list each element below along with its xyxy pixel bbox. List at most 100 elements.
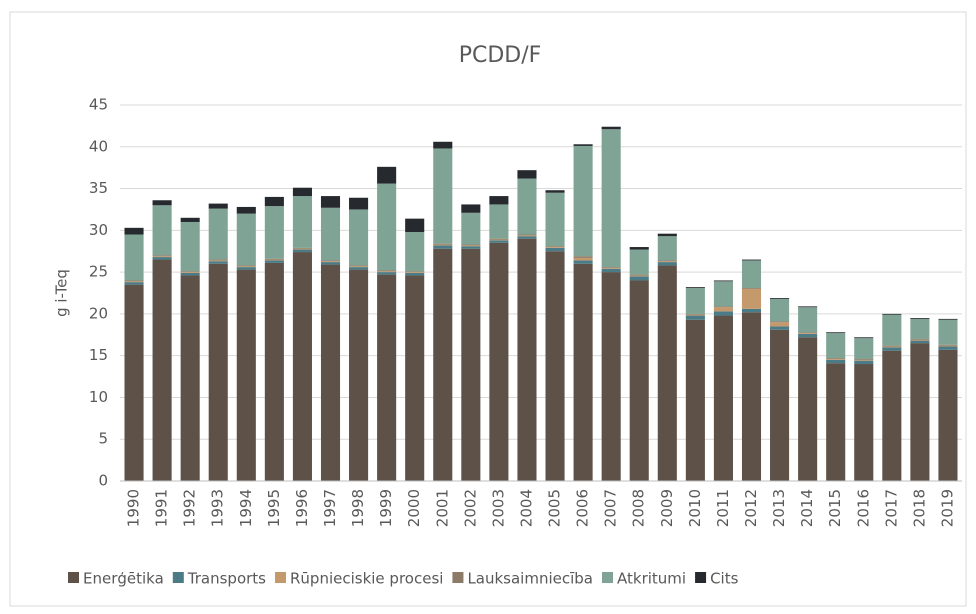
x-tick-label: 2014: [798, 489, 816, 527]
bar-segment: [461, 204, 481, 213]
bar-segment: [573, 145, 593, 257]
bar-segment: [770, 329, 790, 481]
y-tick-label: 25: [89, 263, 108, 281]
bar-segment: [489, 204, 509, 239]
bar-segment: [405, 271, 425, 273]
legend-label: Atkritumi: [617, 570, 686, 588]
bar-segment: [938, 346, 958, 350]
y-tick-label: 35: [89, 179, 108, 197]
legend-label: Cits: [710, 570, 739, 588]
bar-segment: [910, 339, 930, 341]
bar-segment: [208, 203, 228, 209]
bar-segment: [320, 196, 341, 208]
bar-segment: [152, 255, 172, 257]
legend-swatch: [452, 572, 464, 583]
bar-segment: [629, 249, 649, 275]
bar-segment: [320, 261, 341, 263]
bar-segment: [292, 196, 312, 248]
legend-label: Enerģētika: [83, 570, 164, 588]
bar-segment: [545, 247, 565, 252]
bar-segment: [938, 319, 958, 345]
x-tick-label: 2019: [938, 489, 956, 527]
x-tick-label: 2003: [489, 489, 507, 527]
bar-segment: [349, 209, 369, 266]
bar-segment: [910, 318, 930, 339]
bar-segment: [489, 240, 509, 243]
bar-segment: [657, 261, 677, 263]
x-tick-label: 2004: [517, 489, 535, 527]
bar-segment: [882, 347, 902, 351]
bar-segment: [292, 248, 312, 250]
bar-segment: [236, 213, 256, 266]
bar-segment: [517, 170, 537, 179]
bar-segment: [461, 246, 481, 249]
x-tick-label: 1990: [125, 489, 143, 527]
y-tick-label: 15: [89, 346, 108, 364]
bar-segment: [573, 144, 593, 146]
bar-segment: [264, 262, 284, 481]
legend-swatch: [172, 572, 184, 583]
bar-segment: [517, 236, 537, 239]
bar-segment: [573, 256, 593, 258]
bar-segment: [854, 364, 874, 481]
bar-segment: [770, 322, 790, 327]
x-tick-label: 1995: [265, 489, 283, 527]
bar-segment: [124, 281, 144, 283]
bar-segment: [854, 338, 874, 360]
bar-segment: [826, 332, 846, 334]
bar-segment: [601, 126, 621, 130]
x-tick-label: 1997: [321, 489, 339, 527]
bar-segment: [770, 298, 790, 299]
bar-segment: [349, 265, 369, 267]
bar-segment: [489, 238, 509, 240]
y-tick-label: 45: [89, 96, 108, 114]
bar-segment: [545, 247, 565, 248]
bar-segment: [349, 266, 369, 268]
bar-segment: [433, 148, 453, 244]
bar-segment: [405, 272, 425, 276]
legend-label: Transports: [187, 570, 266, 588]
bar-segment: [461, 245, 481, 247]
bar-segment: [292, 249, 312, 253]
bar-segment: [685, 315, 705, 320]
x-tick-label: 2006: [574, 489, 592, 527]
bar-segment: [517, 238, 537, 481]
bar-segment: [741, 288, 762, 309]
bar-segment: [741, 308, 762, 313]
bar-segment: [433, 244, 453, 246]
bar-segment: [433, 141, 453, 149]
bar-segment: [152, 205, 172, 256]
bar-segment: [180, 217, 200, 222]
bar-segment: [377, 271, 397, 273]
x-tick-label: 2007: [602, 489, 620, 527]
x-tick-label: 2012: [742, 489, 760, 527]
bar-segment: [713, 280, 733, 282]
bar-segment: [180, 221, 200, 272]
x-tick-label: 2011: [714, 489, 732, 527]
bar-segment: [489, 196, 509, 205]
bar-segment: [377, 183, 397, 271]
bar-segment: [713, 307, 733, 312]
bar-segment: [152, 257, 172, 260]
bar-segment: [124, 227, 144, 235]
y-tick-label: 30: [89, 221, 108, 239]
x-tick-label: 2008: [630, 489, 648, 527]
x-tick-label: 1996: [293, 489, 311, 527]
bar-segment: [124, 282, 144, 285]
x-tick-label: 1993: [209, 489, 227, 527]
bar-segment: [180, 272, 200, 273]
bar-segment: [938, 345, 958, 347]
chart-title: PCDD/F: [459, 43, 542, 68]
bar-segment: [882, 345, 902, 347]
bar-segment: [798, 332, 818, 334]
y-tick-label: 20: [89, 304, 108, 322]
bar-segment: [208, 259, 228, 261]
bar-segment: [208, 260, 228, 262]
x-tick-label: 1999: [377, 489, 395, 527]
bar-segment: [377, 274, 397, 481]
y-tick-label: 10: [89, 388, 108, 406]
bar-segment: [377, 270, 397, 272]
bar-segment: [601, 267, 621, 269]
x-tick-label: 2017: [882, 489, 900, 527]
bar-segment: [826, 363, 846, 481]
